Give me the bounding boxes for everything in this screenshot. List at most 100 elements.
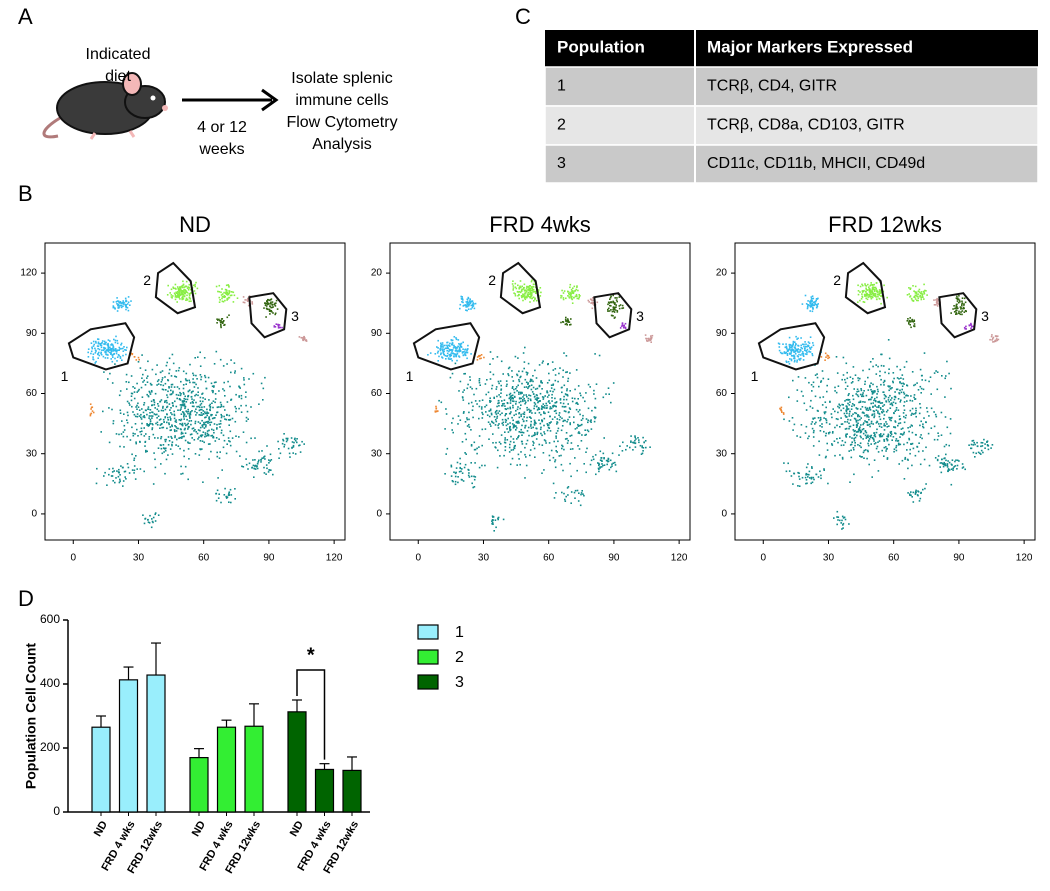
- cell-dot: [133, 457, 136, 460]
- cell-dot: [523, 290, 526, 292]
- cell-dot: [143, 435, 146, 437]
- gate: [593, 292, 633, 339]
- cell-dot: [554, 460, 556, 463]
- cell-dot: [577, 403, 579, 405]
- cell-dot: [920, 392, 922, 394]
- cell-dot: [845, 405, 848, 408]
- cell-dot: [173, 413, 176, 416]
- cell-dot: [814, 374, 817, 376]
- cell-dot: [130, 395, 133, 397]
- cell-dot: [529, 454, 531, 457]
- cell-dot: [540, 407, 543, 409]
- cell-dot: [632, 449, 634, 451]
- cell-dot: [807, 437, 809, 440]
- cell-dot: [546, 396, 549, 398]
- cell-dot: [497, 427, 500, 429]
- cell-dot: [451, 429, 453, 431]
- cell-dot: [561, 391, 563, 394]
- cell-dot: [862, 451, 865, 454]
- cell-dot: [805, 343, 807, 345]
- cell-dot: [202, 400, 204, 403]
- cell-dot: [564, 498, 566, 501]
- cell-dot: [790, 351, 793, 353]
- cell-dot: [501, 412, 503, 414]
- x-tick-label: 120: [1016, 553, 1033, 564]
- cell-dot: [844, 428, 847, 430]
- cell-dot: [923, 458, 926, 461]
- cell-dot: [183, 288, 185, 291]
- cell-dot: [515, 429, 517, 431]
- cell-dot: [517, 291, 519, 293]
- cell-dot: [864, 284, 867, 287]
- cell-dot: [956, 300, 959, 302]
- cell-dot: [473, 303, 475, 305]
- cell-dot: [127, 466, 130, 469]
- cell-dot: [122, 350, 125, 352]
- cell-dot: [566, 389, 568, 392]
- cell-dot: [478, 378, 481, 380]
- cell-dot: [961, 313, 963, 316]
- cell-dot: [836, 523, 838, 526]
- cell-dot: [800, 344, 802, 347]
- cell-dot: [108, 349, 110, 351]
- cell-dot: [213, 381, 216, 384]
- cell-dot: [793, 472, 795, 475]
- cell-dot: [535, 399, 538, 401]
- cell-dot: [841, 456, 844, 459]
- cell-dot: [227, 298, 229, 300]
- cell-dot: [812, 306, 814, 309]
- cell-dot: [800, 354, 802, 356]
- cell-dot: [814, 395, 817, 398]
- cell-dot: [136, 382, 138, 385]
- cell-dot: [130, 300, 132, 302]
- cell-dot: [809, 348, 812, 350]
- cell-dot: [885, 411, 888, 413]
- cell-dot: [156, 384, 158, 386]
- cell-dot: [805, 466, 808, 469]
- cell-dot: [529, 296, 531, 299]
- cell-dot: [815, 473, 817, 476]
- cell-dot: [286, 437, 289, 440]
- cell-dot: [113, 352, 115, 355]
- cell-dot: [184, 427, 186, 430]
- cell-dot: [199, 374, 202, 376]
- cell-dot: [292, 446, 295, 448]
- cell-dot: [240, 411, 243, 413]
- cell-dot: [136, 428, 138, 431]
- cell-dot: [184, 405, 187, 408]
- cell-dot: [861, 290, 864, 292]
- cell-dot: [199, 365, 202, 367]
- cell-dot: [178, 296, 180, 299]
- cell-dot: [940, 471, 943, 474]
- cell-dot: [909, 296, 911, 298]
- cell-dot: [572, 292, 575, 295]
- cell-dot: [537, 408, 540, 410]
- cell-dot: [910, 443, 913, 445]
- cell-dot: [886, 409, 889, 412]
- cell-dot: [609, 304, 611, 307]
- cell-dot: [871, 413, 874, 416]
- cell-dot: [505, 385, 508, 387]
- cell-dot: [174, 425, 176, 427]
- cell-dot: [180, 289, 182, 291]
- cell-dot: [541, 382, 543, 384]
- cell-dot: [898, 415, 901, 417]
- cell-dot: [154, 413, 157, 416]
- cell-dot: [498, 441, 501, 443]
- cell-dot: [522, 294, 525, 296]
- cell-dot: [804, 377, 807, 379]
- cell-dot: [575, 293, 578, 296]
- cell-dot: [198, 406, 201, 409]
- table-cell: 1: [557, 78, 566, 95]
- cell-dot: [905, 394, 907, 397]
- cell-dot: [504, 405, 506, 407]
- cell-dot: [512, 406, 514, 409]
- cell-dot: [209, 403, 211, 406]
- cell-dot: [513, 441, 515, 444]
- cell-dot: [469, 379, 471, 381]
- cell-dot: [808, 350, 810, 353]
- cell-dot: [826, 449, 829, 451]
- cell-dot: [909, 409, 912, 412]
- cell-dot: [217, 477, 219, 479]
- cell-dot: [807, 304, 809, 306]
